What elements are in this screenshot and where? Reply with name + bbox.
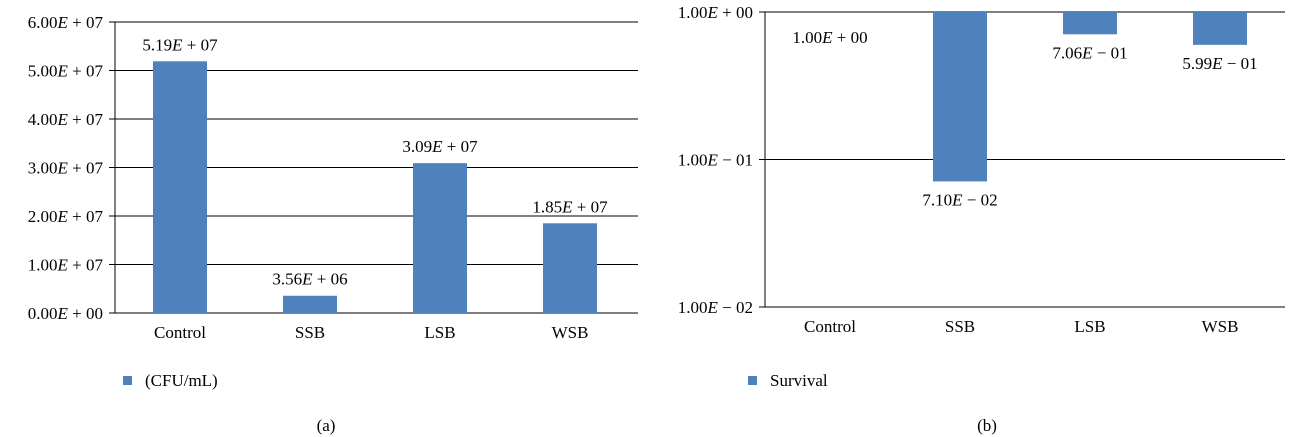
y-tick-label: 1.00E + 00 xyxy=(678,3,753,22)
legend-label: (CFU/mL) xyxy=(145,371,218,390)
category-label: LSB xyxy=(1074,317,1105,336)
bar-lsb xyxy=(1063,12,1117,35)
category-label: WSB xyxy=(1202,317,1239,336)
data-label: 5.99E − 01 xyxy=(1182,54,1257,73)
bar-wsb xyxy=(1193,12,1247,45)
data-label: 3.56E + 06 xyxy=(272,270,347,289)
panel-a-bar-chart: 0.00E + 00 1.00E + 07 2.00E + 07 3.00E + 07… xyxy=(28,13,638,435)
legend-label: Survival xyxy=(770,371,828,390)
category-label: SSB xyxy=(945,317,975,336)
bar-lsb xyxy=(413,163,467,313)
category-label: Control xyxy=(154,323,206,342)
y-tick-label: 1.00E − 01 xyxy=(678,151,753,170)
bar-ssb xyxy=(283,295,337,313)
data-label: 5.19E + 07 xyxy=(142,35,218,54)
y-tick-label: 1.00E + 07 xyxy=(28,256,104,275)
panel-label: (b) xyxy=(977,416,997,435)
y-tick-label: 2.00E + 07 xyxy=(28,207,104,226)
category-label: LSB xyxy=(424,323,455,342)
y-tick-label: 5.00E + 07 xyxy=(28,62,104,81)
y-tick-label: 4.00E + 07 xyxy=(28,110,104,129)
bar-wsb xyxy=(543,223,597,313)
y-tick-label: 6.00E + 07 xyxy=(28,13,104,32)
data-label: 7.06E − 01 xyxy=(1052,43,1127,62)
bar-ssb xyxy=(933,12,987,182)
category-label: Control xyxy=(804,317,856,336)
panel-b-bar-chart: 1.00E + 00 1.00E − 01 1.00E − 02 1.00E + 00… xyxy=(678,3,1285,435)
panel-label: (a) xyxy=(317,416,336,435)
category-label: SSB xyxy=(295,323,325,342)
data-label: 1.85E + 07 xyxy=(532,197,608,216)
bar-control xyxy=(153,61,207,313)
data-label: 3.09E + 07 xyxy=(402,137,478,156)
y-tick-label: 3.00E + 07 xyxy=(28,159,104,178)
legend-swatch xyxy=(748,376,757,385)
data-label: 7.10E − 02 xyxy=(922,190,997,209)
category-label: WSB xyxy=(552,323,589,342)
y-tick-label: 1.00E − 02 xyxy=(678,298,753,317)
legend-swatch xyxy=(123,376,132,385)
data-label: 1.00E + 00 xyxy=(792,28,867,47)
y-tick-label: 0.00E + 00 xyxy=(28,304,103,323)
